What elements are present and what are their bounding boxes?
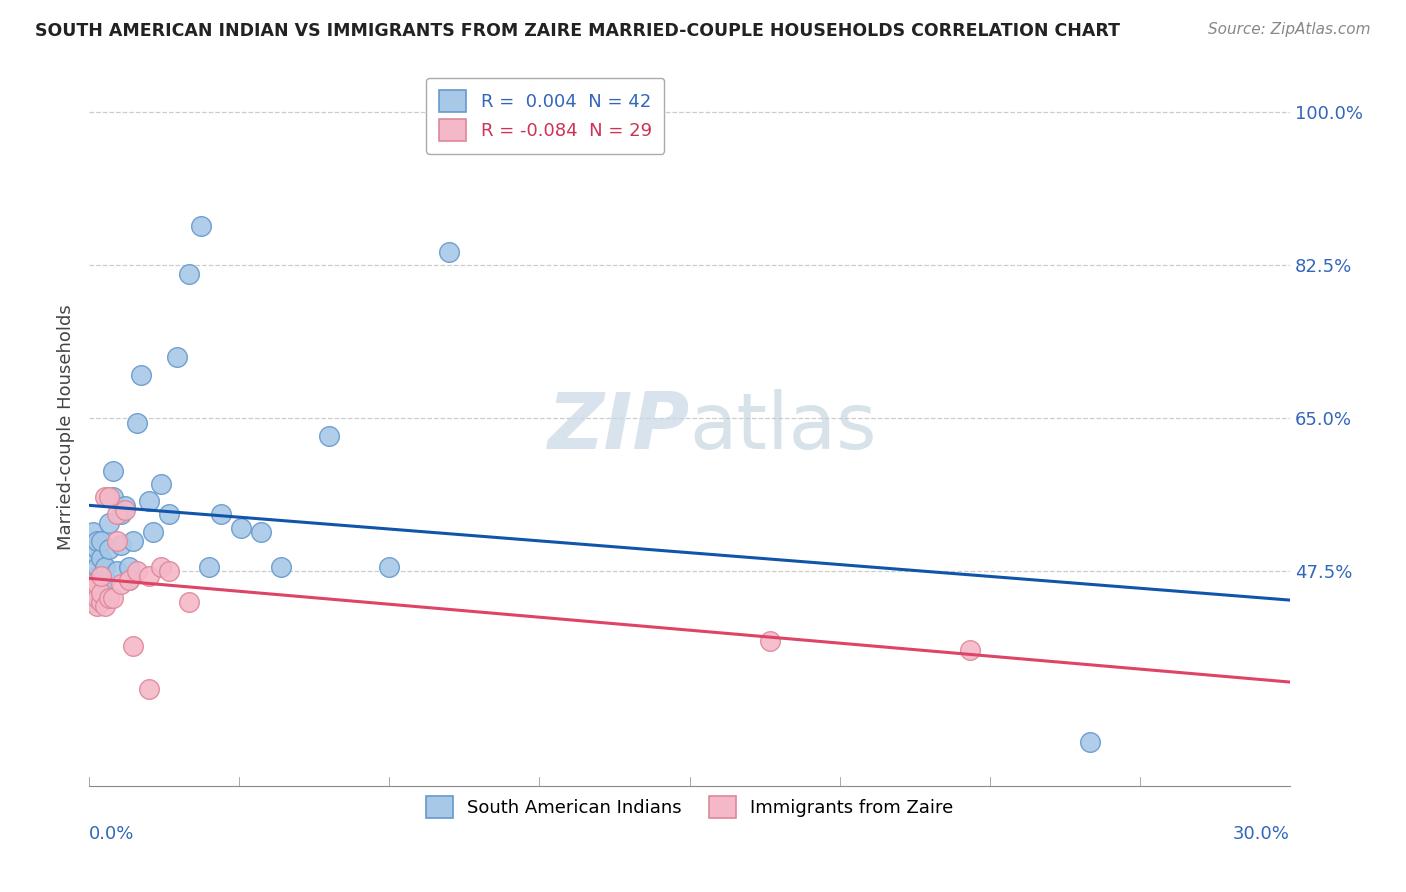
Point [190,219,212,233]
Point [98,490,121,504]
Point [122,639,145,653]
Point [138,494,160,508]
Point [114,499,136,513]
Text: atlas: atlas [689,389,877,465]
Point [94,560,117,574]
Text: 0.0%: 0.0% [89,825,135,843]
Text: SOUTH AMERICAN INDIAN VS IMMIGRANTS FROM ZAIRE MARRIED-COUPLE HOUSEHOLDS CORRELA: SOUTH AMERICAN INDIAN VS IMMIGRANTS FROM… [35,22,1121,40]
Point [318,429,340,443]
Point [378,560,401,574]
Point [110,577,132,591]
Point [94,490,117,504]
Point [86,533,108,548]
Point [101,591,124,605]
Point [179,595,201,609]
Point [105,533,128,548]
Point [105,564,128,578]
Point [209,508,232,522]
Point [86,568,108,582]
Point [94,573,117,587]
Point [90,577,112,591]
Point [150,560,173,574]
Point [105,508,128,522]
Point [138,568,160,582]
Point [959,643,981,657]
Point [101,464,124,478]
Point [118,573,141,587]
Point [122,533,145,548]
Point [86,591,108,605]
Point [101,490,124,504]
Point [231,520,253,534]
Point [98,591,121,605]
Point [250,524,273,539]
Point [127,416,149,430]
Point [98,542,121,557]
Y-axis label: Married-couple Households: Married-couple Households [58,304,75,549]
Point [82,577,104,591]
Point [90,533,112,548]
Point [142,524,165,539]
Point [82,538,104,552]
Point [118,573,141,587]
Point [138,682,160,697]
Point [129,368,152,382]
Point [86,560,108,574]
Point [157,564,180,578]
Point [758,634,780,648]
Point [90,595,112,609]
Point [166,350,188,364]
Point [82,595,104,609]
Point [94,599,117,614]
Legend: South American Indians, Immigrants from Zaire: South American Indians, Immigrants from … [413,783,966,830]
Point [179,267,201,281]
Point [90,568,112,582]
Point [270,560,292,574]
Point [82,547,104,561]
Text: Source: ZipAtlas.com: Source: ZipAtlas.com [1208,22,1371,37]
Text: 30.0%: 30.0% [1233,825,1291,843]
Point [110,508,132,522]
Point [118,560,141,574]
Point [157,508,180,522]
Point [90,586,112,600]
Point [86,577,108,591]
Point [90,551,112,566]
Point [90,568,112,582]
Point [98,516,121,531]
Point [127,564,149,578]
Text: ZIP: ZIP [547,389,689,465]
Point [150,476,173,491]
Point [110,538,132,552]
Point [82,524,104,539]
Point [82,586,104,600]
Point [86,542,108,557]
Point [114,503,136,517]
Point [86,599,108,614]
Point [82,591,104,605]
Point [198,560,221,574]
Point [439,245,461,260]
Point [1078,735,1101,749]
